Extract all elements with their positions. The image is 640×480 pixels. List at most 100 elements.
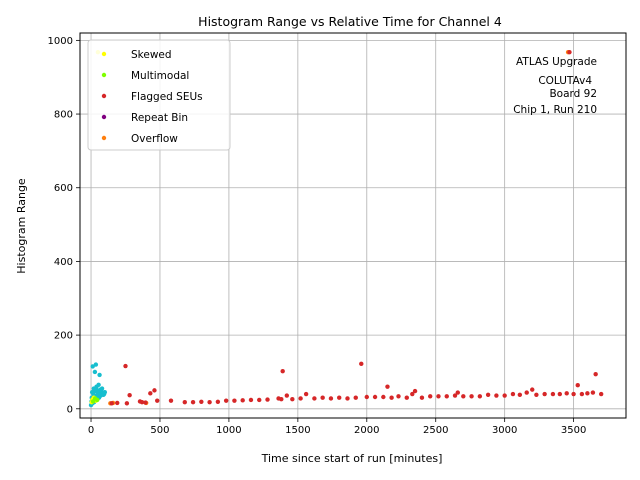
data-point (517, 392, 523, 397)
data-point (461, 394, 466, 399)
plot-frame (79, 32, 627, 419)
data-point (590, 390, 596, 395)
legend-label: Repeat Bin (131, 112, 188, 124)
data-point (215, 399, 221, 404)
chart-title: Histogram Range vs Relative Time for Cha… (198, 14, 502, 29)
data-point (410, 391, 415, 397)
y-tick-label: 200 (54, 331, 73, 342)
data-point (359, 361, 364, 367)
data-point (579, 391, 585, 397)
annotation-line-1: ATLAS Upgrade (516, 56, 597, 68)
data-point (303, 391, 309, 397)
legend-box (87, 39, 231, 151)
data-point (571, 391, 576, 397)
data-point (575, 383, 580, 388)
data-point (257, 397, 262, 403)
data-point (143, 400, 148, 405)
data-point (477, 394, 483, 399)
data-point (290, 397, 295, 402)
data-point (385, 384, 390, 389)
data-point (404, 395, 409, 400)
x-tick-label: 1000 (216, 425, 241, 436)
data-point (337, 395, 342, 400)
data-point (97, 372, 102, 378)
data-point (223, 398, 229, 403)
data-point (485, 392, 491, 397)
data-point (593, 371, 598, 377)
legend-marker (101, 72, 107, 78)
y-axis-ticks: 0 200 400 600 800 1000 (48, 36, 80, 415)
data-point (364, 394, 369, 400)
data-point (598, 391, 604, 397)
data-point (542, 391, 547, 397)
data-point (109, 401, 114, 406)
data-point (155, 398, 160, 403)
data-point (182, 399, 187, 405)
data-point (444, 394, 449, 399)
annotation-block: ATLAS Upgrade COLUTAv4 Board 92 Chip 1, … (513, 56, 597, 116)
data-point (510, 391, 516, 397)
data-point (232, 398, 237, 403)
x-tick-label: 3500 (561, 425, 586, 436)
data-point (567, 49, 572, 55)
data-point (95, 397, 100, 403)
data-point (320, 395, 325, 400)
data-point (93, 362, 99, 367)
legend-marker (101, 51, 107, 57)
data-point (585, 391, 590, 396)
data-point (452, 393, 458, 398)
data-point (396, 394, 401, 399)
legend-marker (101, 93, 107, 99)
data-point (102, 390, 108, 395)
data-point (199, 399, 204, 404)
data-point (502, 393, 507, 398)
data-point (534, 392, 539, 397)
data-point (284, 393, 290, 398)
legend-label: Overflow (131, 133, 178, 145)
x-tick-label: 2000 (354, 425, 379, 436)
legend: Skewed Multimodal Flagged SEUs Repeat Bin Ov… (87, 39, 231, 151)
legend-label: Skewed (131, 49, 172, 61)
data-point (190, 399, 196, 405)
data-point (123, 363, 128, 369)
annotation-line-3: Board 92 (549, 88, 597, 100)
x-tick-label: 0 (88, 425, 94, 436)
legend-label: Multimodal (131, 70, 189, 82)
data-point (168, 398, 174, 403)
x-tick-label: 2500 (423, 425, 448, 436)
data-point (127, 392, 132, 398)
data-point (90, 364, 95, 369)
data-point (96, 382, 101, 388)
data-point (436, 394, 441, 399)
y-tick-label: 0 (67, 404, 73, 415)
data-point (298, 396, 303, 401)
x-tick-label: 500 (150, 425, 169, 436)
data-point (353, 395, 358, 400)
legend-marker (101, 114, 107, 120)
data-point (564, 391, 569, 396)
data-point (550, 391, 556, 397)
data-point (115, 400, 120, 406)
legend-label: Flagged SEUs (131, 91, 203, 103)
data-point (279, 397, 284, 402)
data-point (139, 399, 145, 405)
x-tick-label: 1500 (285, 425, 310, 436)
data-point (494, 393, 499, 398)
data-point (381, 394, 386, 400)
x-axis-ticks: 0 500 1000 1500 2000 2500 3000 3500 (88, 418, 586, 436)
y-tick-label: 400 (54, 257, 73, 268)
data-point (92, 369, 98, 375)
data-point (524, 390, 529, 395)
data-point (207, 399, 212, 405)
annotation-line-2: COLUTAv4 (538, 75, 592, 87)
data-point (372, 394, 378, 400)
data-point (328, 396, 334, 401)
x-axis-label: Time since start of run [minutes] (261, 452, 443, 465)
data-point (412, 388, 418, 394)
data-point (152, 388, 157, 393)
data-point (557, 391, 563, 397)
data-point (265, 397, 270, 402)
data-point (280, 369, 285, 374)
data-point (240, 398, 245, 403)
